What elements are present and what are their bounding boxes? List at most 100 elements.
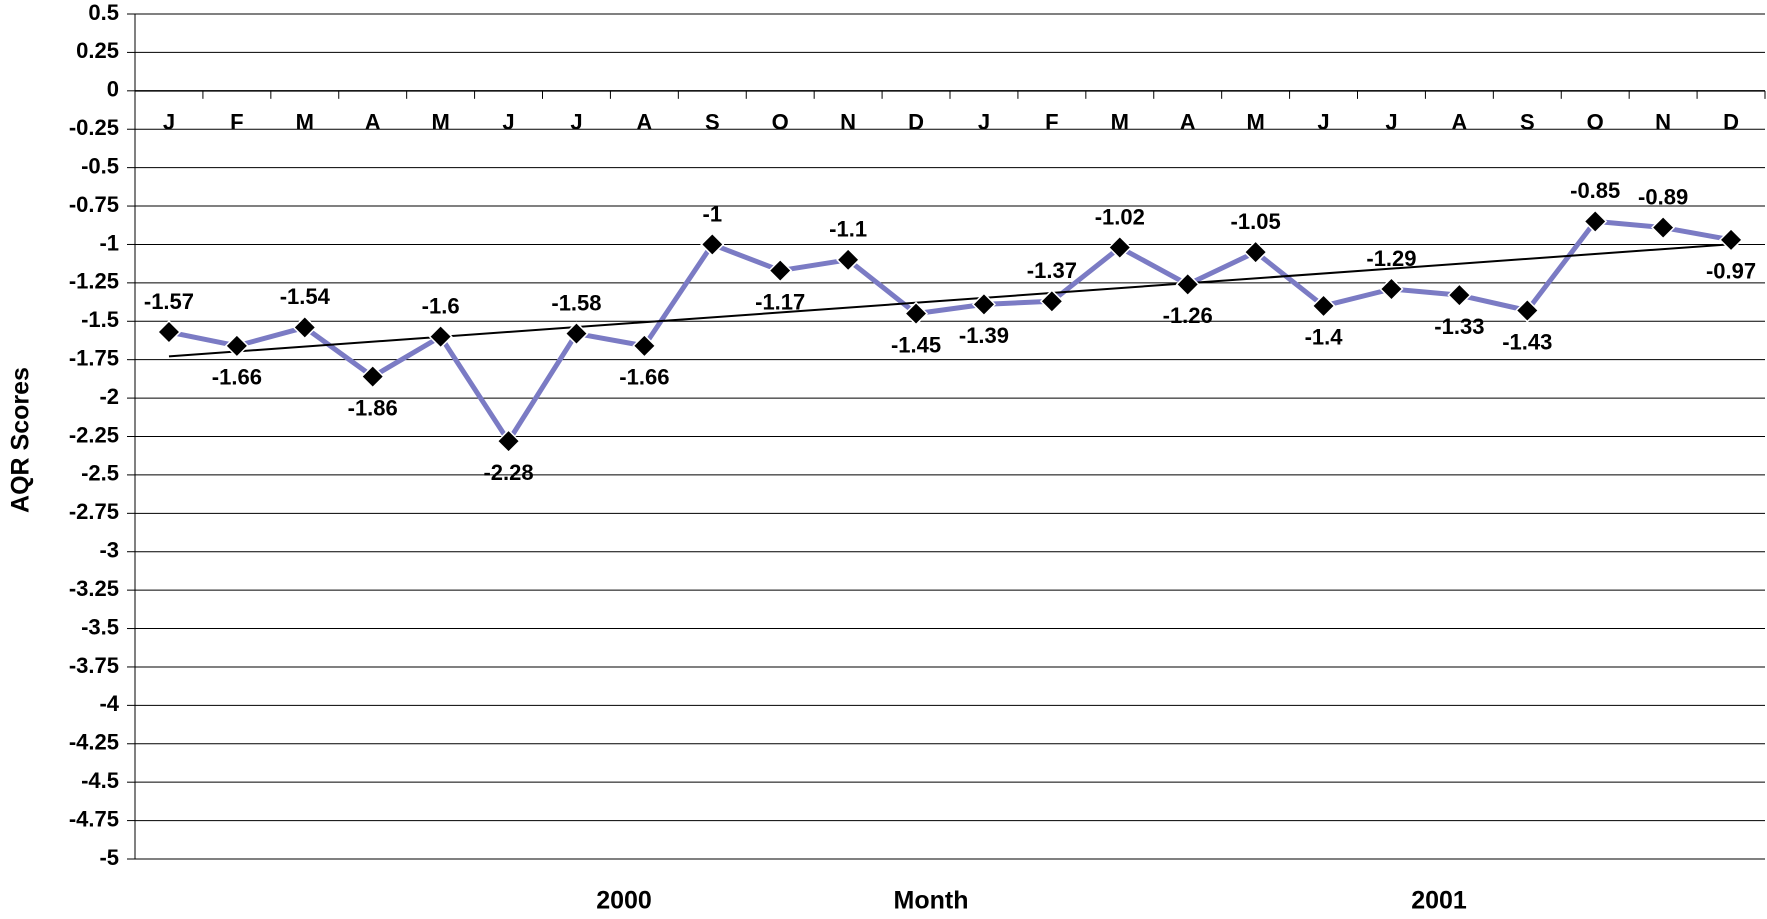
y-tick-label: -0.75 [69,192,119,217]
y-tick-label: -1.5 [81,307,119,332]
y-tick-label: -2.5 [81,461,119,486]
marker [1311,293,1336,318]
data-label: -1.26 [1163,303,1213,328]
marker [1175,272,1200,297]
marker [1379,276,1404,302]
y-tick-label: -1 [99,230,119,255]
marker [360,364,385,389]
trendline [168,243,1732,358]
marker [1107,235,1132,260]
x-axis-title: Month [894,887,969,915]
x-tick-label: J [163,110,175,135]
y-tick-label: -2 [99,384,119,409]
marker [156,319,182,345]
y-axis-title: AQR Scores [7,367,35,513]
x-group-label: 2000 [596,887,652,915]
x-tick-label: O [772,110,789,135]
x-tick-label: M [1246,110,1264,135]
marker [564,321,589,346]
marker [1583,209,1608,234]
x-tick-label: A [636,110,652,135]
x-tick-label: A [365,110,381,135]
y-tick-label: -3 [99,538,119,563]
x-tick-label: J [502,110,514,135]
data-label: -1.57 [144,289,194,314]
data-label: -0.89 [1638,184,1688,209]
y-tick-label: -5 [99,845,119,870]
marker [971,292,997,317]
x-tick-label: M [431,110,449,135]
x-tick-label: J [1317,110,1329,135]
x-tick-label: F [230,110,243,135]
y-tick-label: 0.25 [76,38,119,63]
x-tick-label: M [1111,110,1129,135]
data-label: -1.66 [212,365,262,390]
data-label: -1.66 [619,365,669,390]
marker [1718,227,1744,252]
y-tick-label: -0.25 [69,115,119,140]
x-tick-label: O [1587,110,1604,135]
x-tick-label: J [978,110,990,135]
marker [903,301,929,326]
y-tick-label: -4.25 [69,730,119,755]
x-tick-label: A [1451,110,1467,135]
x-tick-label: D [1723,110,1739,135]
y-tick-label: -3.5 [81,614,119,639]
x-tick-label: M [296,110,314,135]
marker [1447,283,1472,308]
x-tick-label: A [1180,110,1196,135]
y-tick-label: -3.25 [69,576,119,601]
y-tick-label: -2.75 [69,499,119,524]
x-tick-label: F [1045,110,1058,135]
data-label: -1.43 [1502,329,1552,354]
data-label: -1.1 [829,217,867,242]
x-tick-label: J [570,110,582,135]
data-label: -1.37 [1027,258,1077,283]
y-tick-label: -4.5 [81,768,119,793]
y-tick-label: -1.25 [69,269,119,294]
marker [768,258,793,283]
y-tick-label: -4.75 [69,806,119,831]
marker [836,247,861,272]
y-tick-label: -3.75 [69,653,119,678]
x-group-label: 2001 [1411,887,1467,915]
marker [224,333,249,358]
y-tick-label: 0 [107,77,119,102]
data-label: -0.97 [1706,259,1756,284]
y-tick-label: 0.5 [88,0,119,25]
x-tick-label: J [1385,110,1397,135]
data-label: -1.58 [551,290,601,315]
y-tick-label: -1.75 [69,345,119,370]
y-tick-label: -0.5 [81,153,119,178]
data-label: -1.45 [891,332,941,357]
data-label: -1 [703,201,723,226]
data-label: -1.39 [959,323,1009,348]
data-label: -1.6 [422,293,460,318]
marker [292,315,317,340]
data-label: -2.28 [483,460,533,485]
y-tick-label: -2.25 [69,422,119,447]
marker [1515,298,1540,323]
marker [428,324,453,349]
series-line [168,218,1732,444]
data-label: -1.4 [1305,325,1344,350]
marker [1243,240,1268,265]
y-tick-label: -4 [99,691,119,716]
x-tick-label: N [1655,110,1671,135]
data-label: -1.33 [1434,314,1484,339]
data-label: -0.85 [1570,178,1620,203]
data-label: -1.86 [348,395,398,420]
marker [1651,215,1676,240]
data-label: -1.54 [280,284,331,309]
data-label: -1.05 [1231,209,1281,234]
x-tick-label: D [908,110,924,135]
data-label: -1.02 [1095,204,1145,229]
x-tick-label: S [705,110,720,135]
x-tick-label: S [1520,110,1535,135]
data-label: -1.29 [1366,246,1416,271]
marker [700,232,725,257]
data-label: -1.17 [755,289,805,314]
marker [632,333,657,358]
marker [1039,289,1064,314]
